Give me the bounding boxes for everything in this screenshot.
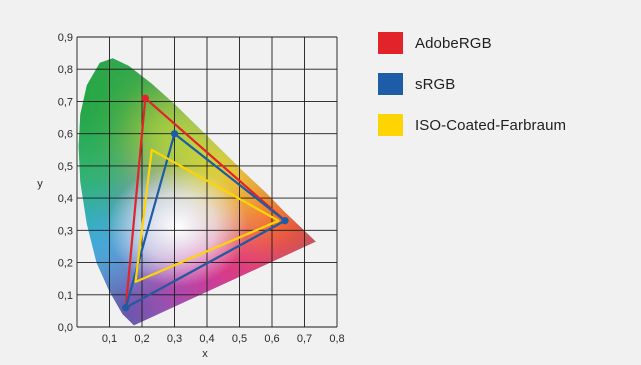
primary-point-1-1: [170, 130, 179, 138]
x-axis-label: x: [202, 348, 208, 360]
primary-point-1-0: [281, 217, 289, 225]
legend-label-adobergb: AdobeRGB: [415, 34, 492, 52]
x-tick-label: 0,5: [232, 333, 247, 345]
y-tick-label: 0,2: [58, 258, 73, 270]
y-tick-label: 0,9: [58, 32, 73, 44]
axis-ticks: 0,1 0,2 0,3 0,4 0,5 0,6 0,7 0,8 0,0 0,1 0,2 0,3 0,4 0…: [58, 32, 345, 345]
y-tick-label: 0,6: [58, 129, 73, 141]
primary-point-1-2: [122, 304, 130, 312]
x-tick-label: 0,3: [167, 333, 182, 345]
legend-label-iso-coated: ISO-Coated-Farbraum: [415, 116, 567, 134]
y-tick-label: 0,1: [58, 290, 73, 302]
x-tick-label: 0,4: [199, 333, 214, 345]
y-tick-label: 0,7: [58, 96, 73, 108]
y-tick-label: 0,8: [58, 64, 73, 76]
y-axis-label: y: [37, 178, 43, 190]
gamut-triangle-2: [134, 148, 280, 283]
x-tick-label: 0,8: [329, 333, 344, 345]
y-tick-label: 0,5: [58, 161, 73, 173]
spectral-locus: [78, 58, 316, 326]
x-tick-label: 0,6: [264, 333, 279, 345]
legend-label-srgb: sRGB: [415, 75, 456, 93]
legend-swatch-adobergb: [378, 32, 403, 54]
x-tick-label: 0,1: [102, 333, 117, 345]
y-tick-label: 0,4: [58, 193, 73, 205]
locus-fill: [78, 58, 316, 326]
legend-item-srgb: sRGB: [378, 73, 566, 95]
x-tick-label: 0,2: [134, 333, 149, 345]
legend-swatch-iso-coated: [378, 114, 403, 136]
legend-item-adobergb: AdobeRGB: [378, 32, 566, 54]
grid: [76, 36, 338, 328]
legend-item-iso-coated: ISO-Coated-Farbraum: [378, 114, 566, 136]
legend-swatch-srgb: [378, 73, 403, 95]
legend: AdobeRGB sRGB ISO-Coated-Farbraum: [378, 32, 566, 155]
y-tick-label: 0,3: [58, 225, 73, 237]
gamut-triangles: [122, 94, 289, 312]
x-tick-label: 0,7: [297, 333, 312, 345]
y-tick-label: 0,0: [58, 322, 73, 334]
gamut-triangle-1: [124, 132, 287, 309]
primary-point-0-1: [141, 94, 149, 102]
